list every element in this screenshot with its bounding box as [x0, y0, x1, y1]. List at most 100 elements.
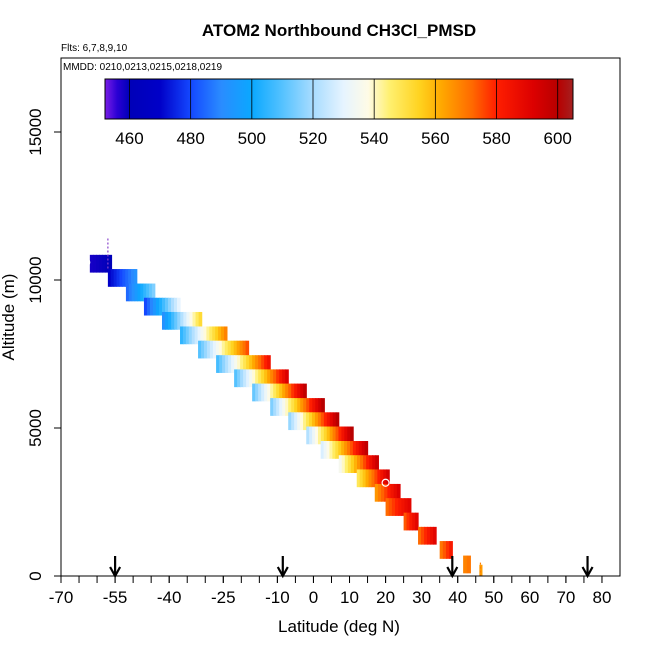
curtain-cell — [191, 326, 196, 345]
curtain-cell — [395, 498, 399, 516]
curtain-cell — [439, 541, 444, 559]
curtain-cell — [264, 369, 268, 388]
curtain-cell — [347, 441, 351, 459]
curtain-cell — [264, 355, 268, 373]
curtain-cell — [300, 398, 304, 416]
curtain-row — [306, 426, 354, 445]
curtain-cell — [209, 340, 214, 359]
curtain-cell — [288, 398, 292, 416]
curtain-cell — [243, 355, 247, 373]
curtain-cell — [372, 455, 376, 473]
x-tick-label: -40 — [157, 588, 182, 607]
curtain-cell — [279, 369, 283, 388]
x-tick-label: 70 — [556, 588, 575, 607]
curtain-cell — [215, 340, 220, 359]
plot-frame — [60, 57, 621, 577]
curtain-cell — [377, 469, 381, 488]
curtain-cell — [224, 340, 229, 359]
curtain-row — [374, 483, 401, 502]
sample-marker — [82, 258, 91, 267]
curtain-cell — [192, 311, 197, 330]
curtain-cell — [466, 555, 471, 574]
curtain-cell — [237, 355, 241, 373]
curtain-row — [385, 498, 412, 516]
x-axis: -70 -55 -40 -25 -10 0 10 20 30 40 50 60 70 80 — [49, 576, 611, 607]
curtain-cell — [291, 398, 295, 416]
curtain-row — [479, 564, 483, 576]
curtain-cell — [146, 283, 150, 302]
curtain-cell — [338, 455, 343, 473]
curtain-cell — [174, 297, 178, 316]
curtain-cell — [267, 383, 271, 402]
curtain-cell — [344, 455, 349, 473]
curtain-cell — [133, 269, 138, 287]
curtain-cell — [285, 398, 289, 416]
curtain-row — [125, 283, 156, 302]
curtain-cell — [237, 369, 241, 388]
curtain-cell — [341, 441, 345, 459]
curtain-cell — [329, 412, 334, 431]
colorbar-tick-label: 480 — [176, 129, 204, 148]
curtain-cell — [341, 426, 345, 445]
curtain-cell — [249, 369, 253, 388]
curtain-cell — [463, 555, 468, 574]
curtain-cell — [332, 441, 336, 459]
curtain-cell — [303, 383, 307, 402]
curtain-cell — [261, 383, 265, 402]
curtain-row — [161, 311, 203, 330]
curtain-cell — [165, 311, 169, 330]
curtain-cell — [347, 455, 352, 473]
curtain-cell — [267, 369, 271, 388]
colorbar-tick-label: 520 — [299, 129, 327, 148]
curtain-cell — [222, 355, 226, 373]
curtain-cell — [195, 311, 200, 330]
curtain-cell — [252, 355, 256, 373]
colorbar: 460 480 500 520 540 560 580 600 — [104, 78, 574, 148]
curtain-cell — [258, 383, 262, 402]
curtain-cell — [89, 254, 94, 273]
x-tick-label: 20 — [376, 588, 395, 607]
curtain-cell — [245, 340, 250, 359]
x-tick-label: -70 — [49, 588, 74, 607]
curtain-cell — [276, 369, 280, 388]
curtain-cell — [197, 326, 202, 345]
curtain-cell — [182, 326, 187, 345]
curtain-cell — [398, 498, 402, 516]
curtain-cell — [186, 311, 191, 330]
curtain-cell — [258, 355, 262, 373]
curtain-cell — [315, 426, 319, 445]
colorbar-tick-label: 580 — [482, 129, 510, 148]
curtain-cell — [300, 383, 304, 402]
curtain-cell — [364, 441, 369, 459]
sample-marker — [273, 336, 282, 345]
curtain-cell — [252, 383, 256, 402]
curtain-cell — [335, 441, 339, 459]
curtain-cell — [110, 269, 115, 287]
curtain-cell — [445, 541, 450, 559]
curtain-cell — [198, 311, 203, 330]
curtain-cell — [335, 412, 340, 431]
curtain-cell — [291, 412, 295, 431]
curtain-cell — [246, 369, 250, 388]
curtain-cell — [314, 412, 319, 431]
curtain-cell — [288, 383, 292, 402]
curtain-cell — [403, 512, 408, 531]
curtain-cell — [412, 512, 416, 531]
curtain-cell — [161, 297, 166, 316]
curtain-cell — [375, 455, 379, 473]
curtain-cell — [99, 254, 103, 273]
curtain-cell — [149, 297, 154, 316]
curtain-cell — [221, 326, 225, 345]
curtain-cell — [288, 412, 292, 431]
curtain-cell — [152, 297, 157, 316]
curtain-cell — [164, 297, 169, 316]
curtain-cell — [223, 326, 228, 345]
curtain-cell — [255, 369, 259, 388]
curtain-cell — [356, 469, 361, 488]
curtain-cell — [246, 355, 250, 373]
curtain-cell — [151, 283, 156, 302]
curtain-cell — [188, 326, 193, 345]
curtain-cell — [249, 355, 253, 373]
colorbar-tick-label: 600 — [544, 129, 572, 148]
curtain-cell — [344, 441, 348, 459]
